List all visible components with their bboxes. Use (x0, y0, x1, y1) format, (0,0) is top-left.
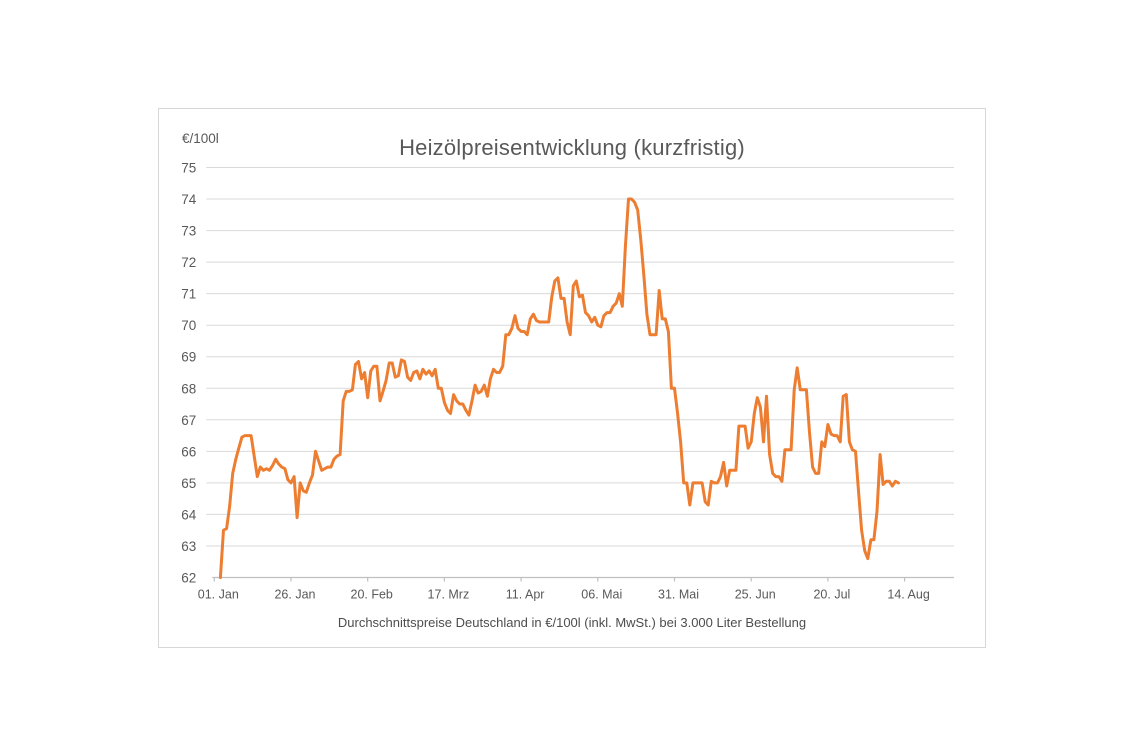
y-tick-label-65: 65 (181, 476, 196, 491)
y-tick-label-75: 75 (181, 161, 196, 176)
y-tick-label-64: 64 (181, 507, 197, 522)
y-axis-unit-label: €/100l (182, 131, 219, 146)
y-tick-label-68: 68 (181, 381, 196, 396)
x-tick-label-2: 20. Feb (351, 588, 393, 602)
y-tick-label-67: 67 (181, 413, 196, 428)
chart-frame: €/100l Heizölpreisentwicklung (kurzfrist… (158, 108, 986, 648)
x-tick-label-6: 31. Mai (658, 588, 699, 602)
y-tick-label-62: 62 (181, 571, 196, 586)
x-tick-label-4: 11. Apr (506, 588, 545, 602)
x-tick-label-5: 06. Mai (581, 588, 622, 602)
y-tick-label-70: 70 (181, 318, 196, 333)
x-tick-label-8: 20. Jul (813, 588, 850, 602)
y-tick-label-66: 66 (181, 444, 196, 459)
chart-title: Heizölpreisentwicklung (kurzfristig) (399, 135, 745, 160)
chart-plot-area: 62 63 64 65 66 67 68 69 70 71 72 73 74 75 01. Jan 26. J… (181, 161, 954, 602)
y-tick-label-73: 73 (181, 224, 196, 239)
x-tick-label-9: 14. Aug (887, 588, 929, 602)
price-line (218, 197, 900, 579)
y-tick-label-74: 74 (181, 192, 197, 207)
x-tick-label-7: 25. Jun (735, 588, 776, 602)
x-tick-label-0: 01. Jan (198, 588, 239, 602)
x-tick-label-1: 26. Jan (274, 588, 315, 602)
y-tick-label-72: 72 (181, 255, 196, 270)
y-tick-label-69: 69 (181, 350, 196, 365)
x-axis-caption: Durchschnittspreise Deutschland in €/100… (337, 615, 807, 630)
x-tick-label-3: 17. Mrz (428, 588, 470, 602)
y-tick-label-71: 71 (181, 287, 196, 302)
y-tick-label-63: 63 (181, 539, 196, 554)
